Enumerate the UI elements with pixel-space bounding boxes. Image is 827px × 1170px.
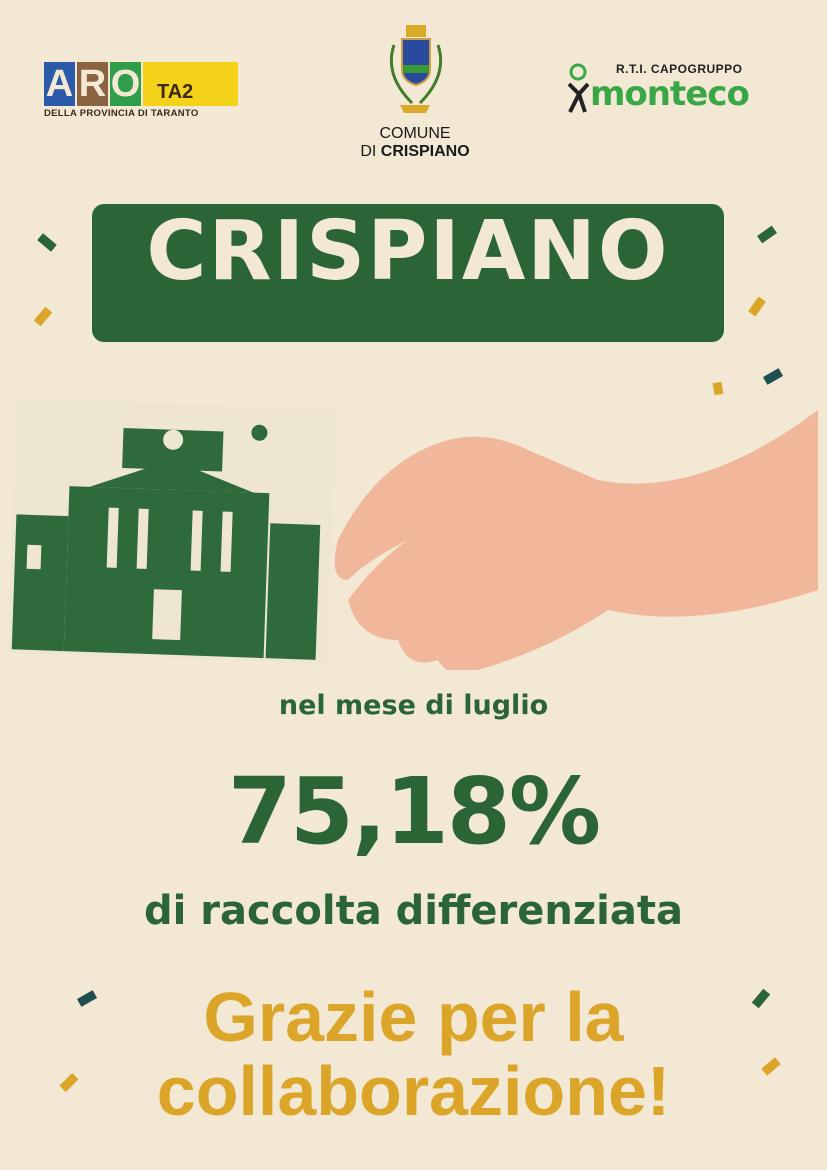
thanks-line1: Grazie per la [203, 978, 624, 1056]
confetti [37, 233, 57, 252]
thanks-line2: collaborazione! [156, 1052, 671, 1130]
confetti [748, 296, 766, 317]
confetti [712, 381, 724, 396]
aro-letter: A [44, 62, 75, 106]
aro-letter: O [110, 62, 141, 106]
aro-ta2-logo: A R O TA2 DELLA PROVINCIA DI TARANTO [44, 62, 238, 122]
town-title: CRISPIANO [146, 204, 670, 299]
comune-prefix: DI [360, 143, 381, 160]
confetti [33, 306, 53, 327]
confetti [762, 368, 784, 385]
confetti [757, 225, 777, 244]
hand-holding-card-illustration [8, 400, 818, 670]
aro-letter: R [77, 62, 108, 106]
comune-logo: COMUNE DI CRISPIANO [340, 25, 490, 161]
coat-of-arms-icon [389, 25, 443, 113]
description-text: di raccolta differenziata [144, 888, 683, 934]
aro-subtitle: DELLA PROVINCIA DI TARANTO [44, 108, 199, 119]
thanks-message: Grazie per la collaborazione! [0, 980, 827, 1128]
title-banner: CRISPIANO [92, 204, 724, 342]
monteco-name: monteco [590, 74, 750, 114]
comune-line2: DI CRISPIANO [340, 143, 490, 161]
aro-suffix: TA2 [157, 81, 194, 103]
month-text: nel mese di luglio [278, 690, 549, 721]
comune-line1: COMUNE [379, 125, 451, 142]
recycle-person-icon [567, 63, 590, 113]
percentage-value: 75,18% [227, 758, 601, 865]
comune-name: CRISPIANO [380, 143, 470, 160]
monteco-tagline: R.T.I. CAPOGRUPPO [616, 62, 743, 76]
